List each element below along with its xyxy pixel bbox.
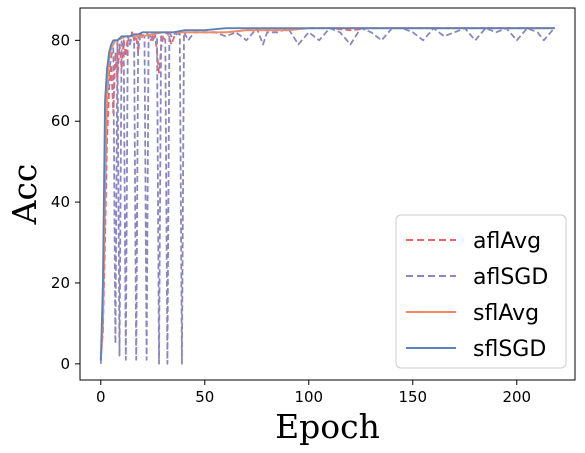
- y-axis-label: Acc: [5, 164, 44, 226]
- y-tick-label: 40: [51, 193, 70, 211]
- legend-label-aflAvg: aflAvg: [473, 229, 541, 254]
- y-tick-label: 60: [51, 112, 70, 130]
- legend: aflAvg aflSGD sflAvg sflSGD: [395, 214, 567, 369]
- x-tick-label: 200: [502, 388, 531, 406]
- x-tick-label: 150: [398, 388, 427, 406]
- plot-frame: [79, 7, 576, 381]
- series-layer: [99, 27, 556, 365]
- x-tick-label: 0: [96, 388, 106, 406]
- series-line-sflSGD: [99, 27, 556, 361]
- x-tick-label: 50: [195, 388, 214, 406]
- y-tick-label: 0: [60, 355, 70, 373]
- legend-label-sflSGD: sflSGD: [473, 337, 546, 362]
- legend-label-sflAvg: sflAvg: [473, 301, 539, 326]
- legend-label-aflSGD: aflSGD: [473, 265, 548, 290]
- x-tick-label: 100: [294, 388, 323, 406]
- x-axis-label: Epoch: [275, 407, 380, 446]
- y-tick-label: 20: [51, 274, 70, 292]
- y-tick-label: 80: [51, 31, 70, 49]
- ticks-layer: 0 50 100 150 200 0 20 40 60 80: [51, 31, 531, 406]
- legend-box: [395, 214, 567, 369]
